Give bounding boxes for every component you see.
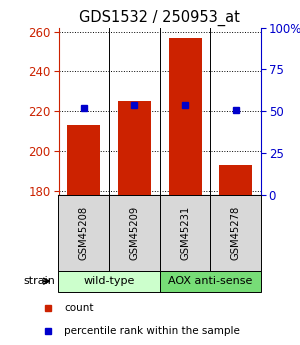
- Text: percentile rank within the sample: percentile rank within the sample: [64, 326, 240, 336]
- Bar: [58, 271, 160, 292]
- Bar: [160, 195, 210, 271]
- Title: GDS1532 / 250953_at: GDS1532 / 250953_at: [79, 10, 240, 26]
- Text: wild-type: wild-type: [83, 276, 135, 286]
- Bar: [160, 271, 261, 292]
- Bar: [109, 195, 160, 271]
- Text: AOX anti-sense: AOX anti-sense: [168, 276, 253, 286]
- Text: GSM45278: GSM45278: [231, 206, 241, 260]
- Bar: [169, 38, 202, 195]
- Text: strain: strain: [24, 276, 56, 286]
- Bar: [68, 125, 100, 195]
- Text: GSM45231: GSM45231: [180, 206, 190, 260]
- Bar: [219, 165, 252, 195]
- Text: GSM45208: GSM45208: [79, 206, 89, 260]
- Text: GSM45209: GSM45209: [129, 206, 140, 260]
- Bar: [210, 195, 261, 271]
- Text: count: count: [64, 303, 94, 313]
- Bar: [58, 195, 109, 271]
- Bar: [118, 101, 151, 195]
